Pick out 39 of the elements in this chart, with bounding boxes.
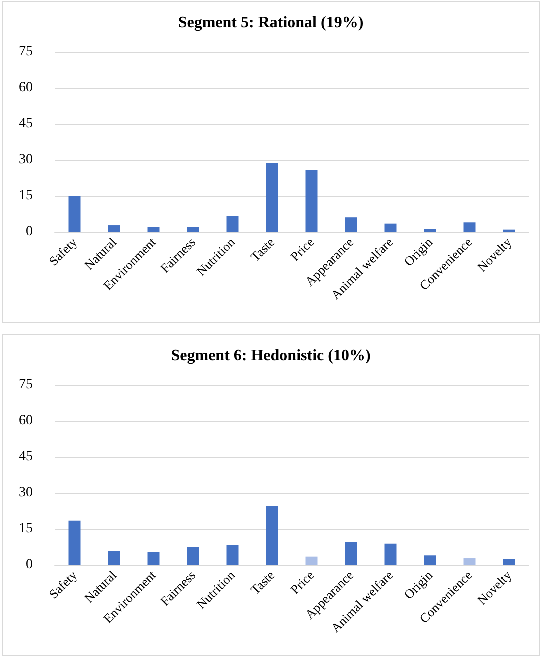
y-tick-label: 0 — [26, 224, 33, 240]
y-tick-label: 60 — [19, 80, 33, 96]
bar — [345, 218, 358, 232]
y-tick-label: 15 — [19, 522, 33, 536]
y-tick-label: 0 — [26, 558, 33, 572]
bar — [68, 520, 81, 565]
bar — [384, 224, 397, 232]
y-tick-label: 30 — [19, 486, 33, 500]
bar — [384, 544, 397, 565]
y-tick-label: 45 — [19, 116, 33, 132]
chart-title: Segment 6: Hedonistic (10%) — [171, 348, 371, 364]
x-tick-label: Taste — [248, 568, 278, 598]
bar — [345, 542, 358, 565]
y-tick-label: 75 — [19, 44, 33, 60]
bar — [266, 163, 278, 232]
bar — [503, 559, 516, 565]
bar — [148, 227, 160, 232]
y-tick-label: 45 — [19, 450, 33, 464]
bar — [226, 546, 239, 565]
bar — [187, 227, 200, 232]
y-tick-label: 60 — [19, 414, 33, 428]
bar — [306, 170, 318, 232]
chart-title: Segment 5: Rational (19%) — [178, 14, 364, 32]
bar — [226, 216, 239, 232]
bar — [266, 506, 278, 565]
bar — [424, 556, 436, 565]
y-tick-label: 75 — [19, 378, 33, 392]
bar — [148, 552, 160, 565]
x-tick-label: Taste — [248, 234, 278, 265]
bar — [306, 556, 318, 565]
bar — [464, 558, 476, 565]
bar — [68, 196, 81, 232]
bar — [424, 229, 436, 232]
bar — [108, 551, 120, 565]
bar — [464, 222, 476, 232]
y-tick-label: 15 — [19, 188, 33, 204]
bar — [187, 547, 200, 565]
y-tick-label: 30 — [19, 152, 33, 168]
bar — [108, 226, 120, 232]
